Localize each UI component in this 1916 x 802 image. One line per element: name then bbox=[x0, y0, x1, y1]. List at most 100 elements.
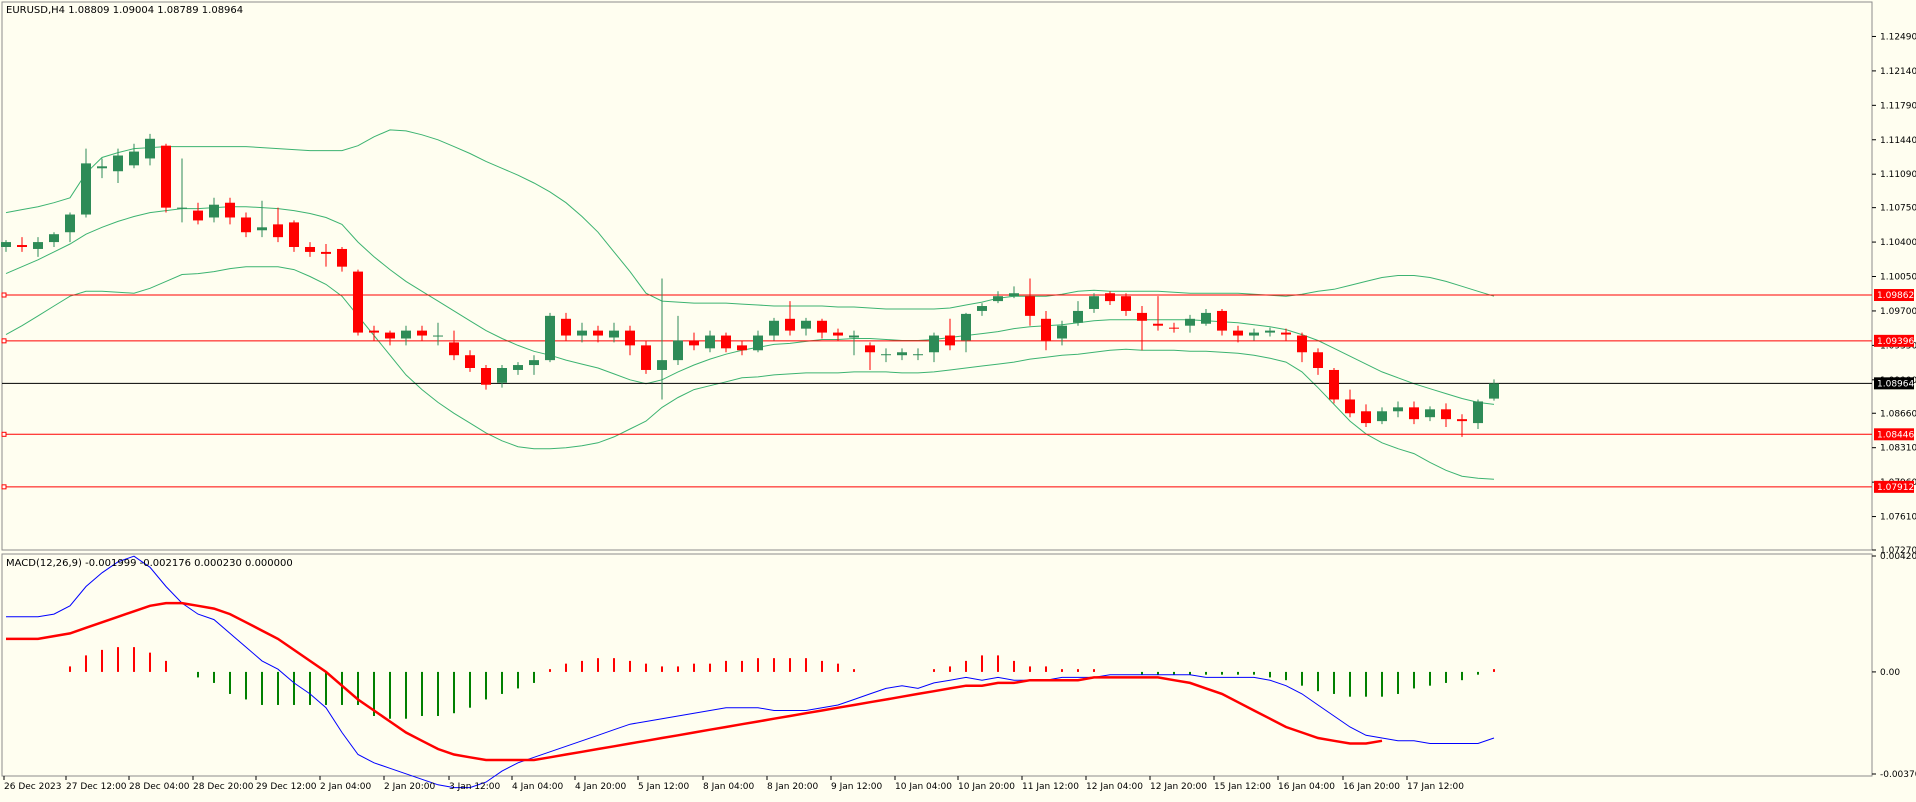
bollinger-lower-line bbox=[5, 266, 1495, 480]
bull-candle bbox=[1057, 325, 1067, 339]
bear-candle bbox=[625, 330, 635, 346]
bull-candle bbox=[769, 320, 779, 336]
bull-candle bbox=[1393, 407, 1403, 412]
macd-panel[interactable]: 0.004209 0.00 -0.003707 bbox=[1, 552, 1916, 789]
bull-candle bbox=[209, 204, 219, 218]
bull-candle bbox=[897, 352, 907, 356]
level-price-label: 1.09396 bbox=[1877, 337, 1914, 347]
time-axis-label: 17 Jan 12:00 bbox=[1407, 782, 1464, 792]
price-panel[interactable]: 1.12490 1.12140 1.11790 1.11440 1.11090 1.107… bbox=[1, 1, 1916, 556]
bear-candle bbox=[1441, 409, 1451, 420]
time-axis-label: 2 Jan 04:00 bbox=[320, 782, 372, 792]
bull-candle bbox=[1201, 312, 1211, 324]
bear-candle bbox=[833, 332, 843, 336]
bear-candle bbox=[225, 202, 235, 218]
bull-candle bbox=[145, 138, 155, 159]
bull-candle bbox=[177, 207, 187, 209]
current-price-label: 1.08964 bbox=[1877, 379, 1914, 389]
time-axis-label: 9 Jan 12:00 bbox=[831, 782, 883, 792]
time-axis-label: 12 Jan 20:00 bbox=[1150, 782, 1207, 792]
bear-candle bbox=[1153, 323, 1163, 326]
bear-candle bbox=[465, 355, 475, 368]
price-panel-frame bbox=[1, 1, 1873, 551]
bear-candle bbox=[417, 330, 427, 336]
price-y-tick-label: 1.12140 bbox=[1880, 67, 1916, 77]
level-anchor-handle bbox=[1, 431, 7, 437]
bull-candle bbox=[1489, 383, 1499, 399]
bear-candle bbox=[1217, 310, 1227, 331]
time-axis-label: 11 Jan 12:00 bbox=[1022, 782, 1079, 792]
bear-candle bbox=[865, 345, 875, 353]
bear-candle bbox=[1137, 312, 1147, 321]
time-axis-label: 28 Dec 20:00 bbox=[193, 782, 254, 792]
bear-candle bbox=[593, 330, 603, 336]
macd-panel-title: MACD(12,26,9) -0.001999 -0.002176 0.0002… bbox=[6, 558, 293, 569]
bear-candle bbox=[1121, 296, 1131, 311]
price-y-tick-label: 1.08310 bbox=[1880, 444, 1916, 454]
bear-candle bbox=[241, 217, 251, 233]
bear-candle bbox=[273, 224, 283, 238]
price-y-tick-label: 1.11440 bbox=[1880, 136, 1916, 146]
current-price-badge bbox=[1874, 377, 1914, 390]
bear-candle bbox=[369, 330, 379, 333]
price-y-tick-label: 1.08660 bbox=[1880, 409, 1916, 419]
price-y-tick-label: 1.09700 bbox=[1880, 307, 1916, 317]
bear-candle bbox=[289, 222, 299, 247]
macd-y-tick-label: 0.004209 bbox=[1880, 552, 1916, 562]
bull-candle bbox=[801, 320, 811, 329]
bull-candle bbox=[1073, 310, 1083, 323]
bull-candle bbox=[529, 360, 539, 366]
bull-candle bbox=[961, 313, 971, 341]
bear-candle bbox=[561, 318, 571, 336]
bull-candle bbox=[1009, 293, 1019, 297]
time-axis-label: 10 Jan 20:00 bbox=[958, 782, 1015, 792]
price-y-tick-label: 1.11090 bbox=[1880, 170, 1916, 180]
bear-candle bbox=[161, 145, 171, 208]
price-panel-title: EURUSD,H4 1.08809 1.09004 1.08789 1.0896… bbox=[6, 5, 243, 16]
level-price-badge bbox=[1874, 289, 1914, 302]
bull-candle bbox=[849, 335, 859, 338]
bull-candle bbox=[1377, 411, 1387, 422]
bear-candle bbox=[1329, 369, 1339, 400]
bear-candle bbox=[385, 332, 395, 339]
time-axis-label: 16 Jan 20:00 bbox=[1343, 782, 1400, 792]
macd-y-tick-label: 0.00 bbox=[1880, 668, 1900, 678]
bull-candle bbox=[881, 354, 891, 356]
time-axis-label: 8 Jan 20:00 bbox=[767, 782, 819, 792]
level-price-label: 1.09862 bbox=[1877, 291, 1914, 301]
bear-candle bbox=[721, 335, 731, 349]
price-y-tick-label: 1.10400 bbox=[1880, 238, 1916, 248]
bear-candle bbox=[17, 245, 27, 247]
bear-candle bbox=[1041, 318, 1051, 341]
bull-candle bbox=[81, 163, 91, 215]
bull-candle bbox=[913, 354, 923, 356]
bear-candle bbox=[481, 368, 491, 385]
time-axis-label: 8 Jan 04:00 bbox=[703, 782, 755, 792]
bull-candle bbox=[753, 335, 763, 351]
bull-candle bbox=[993, 296, 1003, 302]
price-y-tick-label: 1.07610 bbox=[1880, 513, 1916, 523]
bear-candle bbox=[737, 345, 747, 351]
level-price-label: 1.08446 bbox=[1877, 430, 1914, 440]
price-y-tick-label: 1.11790 bbox=[1880, 101, 1916, 111]
bull-candle bbox=[65, 214, 75, 233]
bull-candle bbox=[1185, 318, 1195, 326]
bear-candle bbox=[321, 251, 331, 254]
bull-candle bbox=[673, 340, 683, 361]
bear-candle bbox=[1457, 419, 1467, 422]
bull-candle bbox=[929, 335, 939, 353]
time-axis-label: 15 Jan 12:00 bbox=[1214, 782, 1271, 792]
level-anchor-handle bbox=[1, 338, 7, 344]
bull-candle bbox=[1249, 332, 1259, 336]
bull-candle bbox=[657, 360, 667, 370]
bear-candle bbox=[641, 345, 651, 370]
time-axis-label: 29 Dec 12:00 bbox=[256, 782, 317, 792]
time-axis-label: 26 Dec 2023 bbox=[4, 782, 62, 792]
bull-candle bbox=[1425, 409, 1435, 418]
bull-candle bbox=[497, 368, 507, 383]
macd-main-line bbox=[6, 555, 1495, 789]
bull-candle bbox=[49, 234, 59, 243]
level-price-badge bbox=[1874, 480, 1914, 493]
